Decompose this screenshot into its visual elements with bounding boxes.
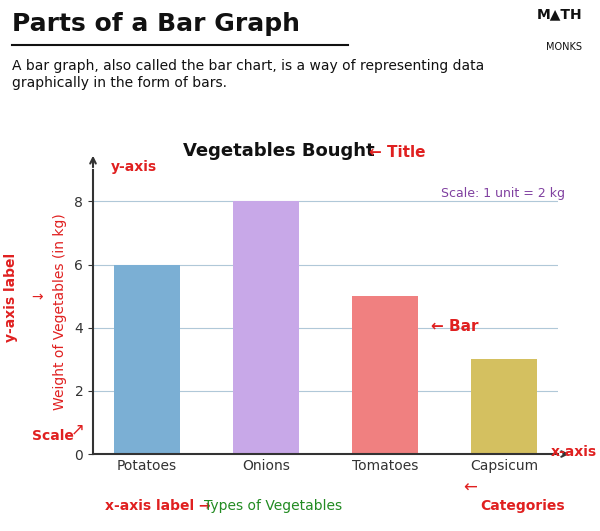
Text: x-axis label →: x-axis label → <box>105 499 211 512</box>
Text: ←: ← <box>463 478 477 496</box>
Text: M▲TH: M▲TH <box>536 7 582 21</box>
Text: ← Title: ← Title <box>369 145 425 160</box>
Text: MONKS: MONKS <box>546 41 582 52</box>
Text: y-axis label: y-axis label <box>4 253 18 342</box>
Bar <box>233 201 299 454</box>
Text: ← Bar: ← Bar <box>431 319 478 334</box>
Bar <box>472 359 537 454</box>
Bar <box>352 296 418 454</box>
Text: Vegetables Bought: Vegetables Bought <box>183 142 375 160</box>
Text: →: → <box>31 290 43 304</box>
Text: y-axis: y-axis <box>111 160 157 174</box>
Text: Parts of a Bar Graph: Parts of a Bar Graph <box>12 12 300 36</box>
Text: Types of Vegetables: Types of Vegetables <box>204 499 342 512</box>
Text: Scale: 1 unit = 2 kg: Scale: 1 unit = 2 kg <box>441 187 565 200</box>
Text: ↗: ↗ <box>71 420 85 438</box>
Bar <box>114 264 179 454</box>
Text: Scale: Scale <box>32 430 74 443</box>
Text: x-axis: x-axis <box>551 446 597 459</box>
Text: Categories: Categories <box>480 499 565 512</box>
Y-axis label: Weight of Vegetables (in kg): Weight of Vegetables (in kg) <box>53 213 67 410</box>
Text: A bar graph, also called the bar chart, is a way of representing data
graphicall: A bar graph, also called the bar chart, … <box>12 59 484 90</box>
